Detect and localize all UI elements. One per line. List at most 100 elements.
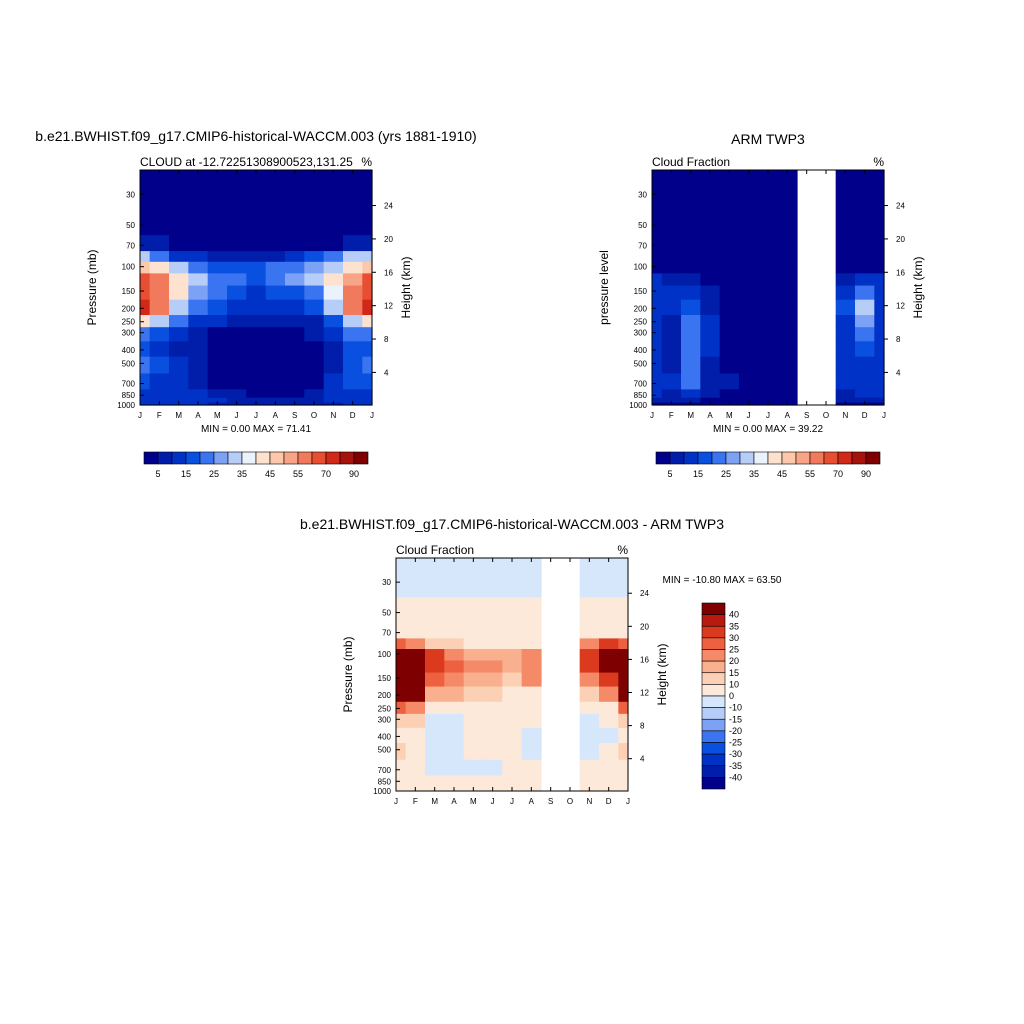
heatmap-cell <box>323 251 344 263</box>
heatmap-cell <box>758 285 779 301</box>
heatmap-cell <box>323 315 344 328</box>
heatmap-cell <box>425 701 445 715</box>
heatmap-cell <box>265 285 286 301</box>
heatmap-cell <box>188 315 209 328</box>
y-tick-label: 500 <box>378 746 392 755</box>
colorbar-label: 10 <box>729 679 739 689</box>
colorbar-box <box>325 451 341 465</box>
heatmap-cell <box>661 315 682 328</box>
colorbar-label: 70 <box>833 469 843 479</box>
height-tick-label: 24 <box>640 589 649 598</box>
heatmap-cell <box>719 397 740 404</box>
heatmap-cell <box>758 209 779 236</box>
y-tick-label: 700 <box>378 766 392 775</box>
height-tick-label: 20 <box>384 235 393 244</box>
y-tick-label: 50 <box>126 221 135 230</box>
heatmap-cell <box>444 727 465 744</box>
heatmap-cell <box>396 727 407 744</box>
x-tick-label: F <box>669 411 674 420</box>
heatmap-cell <box>719 341 740 358</box>
heatmap-cell <box>521 638 542 650</box>
x-tick-label: O <box>567 797 573 806</box>
y-tick-label: 100 <box>378 650 392 659</box>
heatmap-cell <box>483 570 503 598</box>
heatmap-cell <box>405 759 426 777</box>
heatmap-cell <box>835 261 856 274</box>
heatmap-cell <box>855 251 875 263</box>
heatmap-cell <box>463 783 484 790</box>
heatmap-cell <box>777 299 798 316</box>
x-tick-label: N <box>330 411 336 420</box>
heatmap-cell <box>855 182 875 211</box>
x-tick-label: F <box>157 411 162 420</box>
heatmap-cell <box>579 558 600 571</box>
heatmap-cell <box>739 373 759 391</box>
heatmap-cell <box>246 182 267 211</box>
heatmap-cell <box>579 638 600 650</box>
y-tick-label: 700 <box>634 380 648 389</box>
heatmap-cell <box>874 341 885 358</box>
heatmap-cell <box>758 341 779 358</box>
heatmap-cell <box>188 285 209 301</box>
heatmap-cell <box>719 209 740 236</box>
heatmap-cell <box>874 182 885 211</box>
heatmap-cell <box>444 701 465 715</box>
colorbar-box <box>227 451 243 465</box>
heatmap-cell <box>758 182 779 211</box>
colorbar-box <box>701 742 726 755</box>
heatmap-cell <box>169 170 189 183</box>
heatmap-cell <box>444 743 465 761</box>
heatmap-cell <box>207 356 228 375</box>
heatmap-cell <box>149 356 170 375</box>
heatmap-cell <box>719 251 740 263</box>
heatmap-cells <box>652 170 885 406</box>
colorbar-label: 30 <box>729 633 739 643</box>
heatmap-cell <box>227 235 247 252</box>
heatmap-cell <box>246 261 267 274</box>
heatmap-cell <box>618 701 629 715</box>
heatmap-cell <box>285 170 305 183</box>
heatmap-cell <box>618 713 629 729</box>
heatmap-cell <box>483 597 503 624</box>
heatmap-cell <box>227 170 247 183</box>
heatmap-cell <box>188 299 209 316</box>
heatmap-cell <box>188 261 209 274</box>
y-tick-label: 300 <box>634 329 648 338</box>
heatmap-cell <box>362 182 373 211</box>
heatmap-cell <box>681 261 701 274</box>
heatmap-cell <box>396 701 407 715</box>
height-tick-label: 8 <box>640 722 645 731</box>
heatmap-cell <box>149 182 170 211</box>
x-tick-label: A <box>273 411 279 420</box>
right-axis: 24 20 16 12 8 4 Height (km) <box>372 202 413 377</box>
heatmap-cell <box>483 701 503 715</box>
y-tick-label: 300 <box>378 715 392 724</box>
heatmap-cell <box>149 341 170 358</box>
heatmap-cell <box>362 373 373 391</box>
heatmap-cell <box>874 251 885 263</box>
heatmap-cell <box>700 356 721 375</box>
height-tick-label: 8 <box>896 335 901 344</box>
x-tick-label: J <box>235 411 239 420</box>
colorbar-box <box>701 637 726 650</box>
colorbar-box <box>865 451 881 465</box>
heatmap-cell <box>227 341 247 358</box>
heatmap-cell <box>719 356 740 375</box>
colorbar-label: 35 <box>237 469 247 479</box>
heatmap-cell <box>599 743 619 761</box>
x-tick-label: J <box>747 411 751 420</box>
subtitle-right: % <box>361 155 372 169</box>
heatmap-cell <box>777 397 798 404</box>
heatmap-cell <box>681 285 701 301</box>
heatmap-cell <box>483 660 503 674</box>
heatmap-cell <box>362 235 373 252</box>
heatmap-cell <box>246 235 267 252</box>
heatmap-cell <box>579 743 600 761</box>
colorbar-box <box>701 649 726 662</box>
right-axis: 24 20 16 12 8 4 Height (km) <box>628 589 669 764</box>
heatmap-cell <box>188 209 209 236</box>
heatmap-cell <box>652 402 663 406</box>
height-tick-label: 20 <box>640 622 649 631</box>
heatmap-cell <box>599 783 619 790</box>
